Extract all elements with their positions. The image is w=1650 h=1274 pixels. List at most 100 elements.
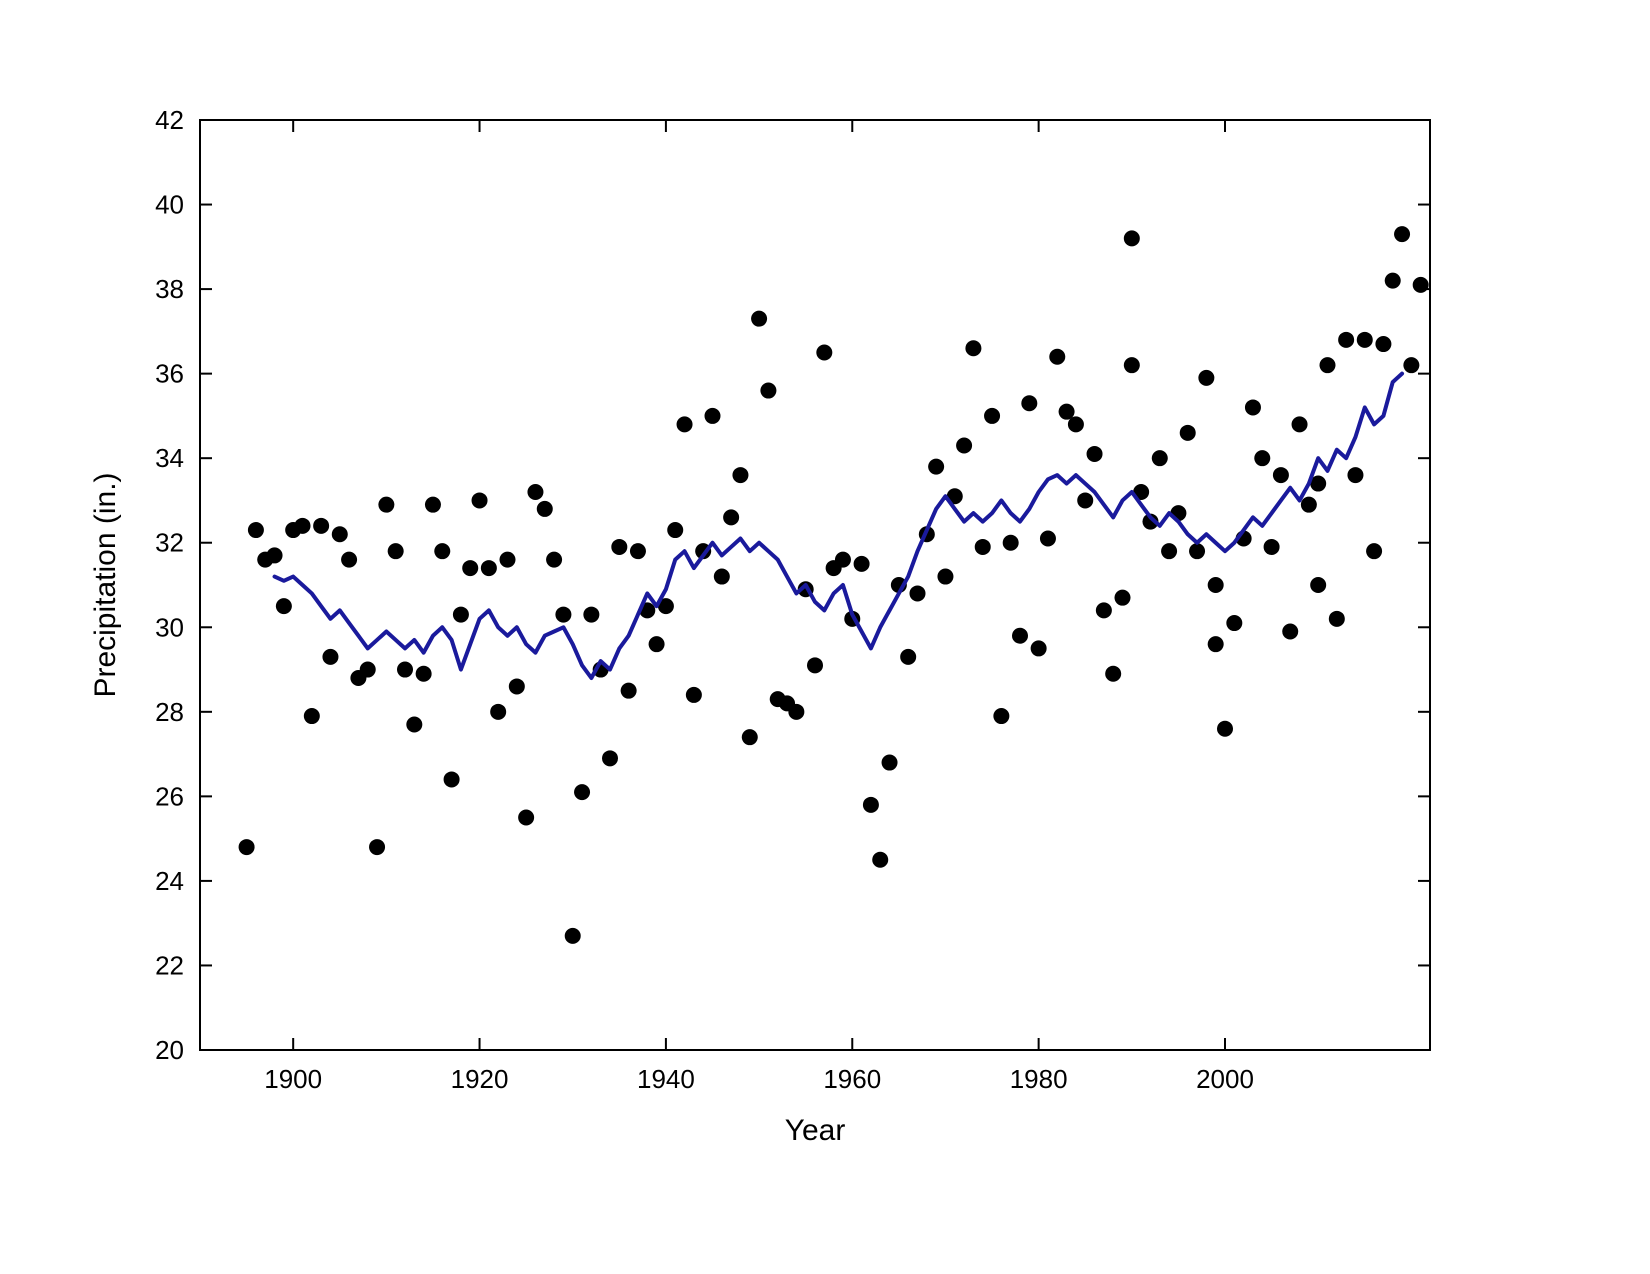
data-point (527, 484, 543, 500)
data-point (686, 687, 702, 703)
data-point (751, 311, 767, 327)
data-point (900, 649, 916, 665)
data-point (1021, 395, 1037, 411)
data-point (481, 560, 497, 576)
data-point (910, 585, 926, 601)
data-point (807, 657, 823, 673)
data-point (1375, 336, 1391, 352)
data-point (714, 569, 730, 585)
data-point (928, 459, 944, 475)
data-point (1161, 543, 1177, 559)
data-point (1310, 577, 1326, 593)
data-point (565, 928, 581, 944)
data-point (322, 649, 338, 665)
data-point (882, 755, 898, 771)
data-point (1105, 666, 1121, 682)
x-tick-label: 1940 (637, 1064, 695, 1094)
data-point (965, 340, 981, 356)
data-point (611, 539, 627, 555)
scatter-series (239, 226, 1429, 944)
y-tick-label: 30 (155, 612, 184, 642)
data-point (1320, 357, 1336, 373)
data-point (854, 556, 870, 572)
data-point (1273, 467, 1289, 483)
data-point (388, 543, 404, 559)
data-point (1180, 425, 1196, 441)
data-point (1292, 416, 1308, 432)
data-point (518, 810, 534, 826)
x-tick-label: 1900 (264, 1064, 322, 1094)
data-point (434, 543, 450, 559)
data-point (546, 552, 562, 568)
data-point (537, 501, 553, 517)
data-point (760, 383, 776, 399)
data-point (1282, 624, 1298, 640)
data-point (742, 729, 758, 745)
data-point (1189, 543, 1205, 559)
y-tick-label: 20 (155, 1035, 184, 1065)
y-tick-label: 40 (155, 190, 184, 220)
data-point (1124, 357, 1140, 373)
data-point (453, 607, 469, 623)
data-point (1115, 590, 1131, 606)
data-point (1217, 721, 1233, 737)
data-point (1087, 446, 1103, 462)
y-tick-label: 24 (155, 866, 184, 896)
data-point (1068, 416, 1084, 432)
data-point (500, 552, 516, 568)
chart-svg: 1900192019401960198020002022242628303234… (0, 0, 1650, 1274)
data-point (984, 408, 1000, 424)
data-point (975, 539, 991, 555)
y-tick-label: 26 (155, 781, 184, 811)
data-point (649, 636, 665, 652)
data-point (1040, 531, 1056, 547)
data-point (1012, 628, 1028, 644)
y-tick-label: 22 (155, 950, 184, 980)
data-point (276, 598, 292, 614)
data-point (267, 547, 283, 563)
data-point (705, 408, 721, 424)
data-point (993, 708, 1009, 724)
data-point (1208, 577, 1224, 593)
data-point (1264, 539, 1280, 555)
data-point (788, 704, 804, 720)
data-point (956, 438, 972, 454)
y-tick-label: 38 (155, 274, 184, 304)
x-tick-label: 2000 (1196, 1064, 1254, 1094)
data-point (667, 522, 683, 538)
data-point (872, 852, 888, 868)
data-point (1357, 332, 1373, 348)
data-point (816, 345, 832, 361)
plot-border (200, 120, 1430, 1050)
x-tick-label: 1920 (451, 1064, 509, 1094)
data-point (341, 552, 357, 568)
data-point (574, 784, 590, 800)
data-point (1208, 636, 1224, 652)
data-point (1003, 535, 1019, 551)
x-tick-label: 1960 (823, 1064, 881, 1094)
y-axis-label: Precipitation (in.) (89, 472, 122, 697)
data-point (1077, 492, 1093, 508)
data-point (1366, 543, 1382, 559)
data-point (490, 704, 506, 720)
data-point (1096, 602, 1112, 618)
data-point (1152, 450, 1168, 466)
data-point (369, 839, 385, 855)
data-point (378, 497, 394, 513)
data-point (732, 467, 748, 483)
data-point (444, 771, 460, 787)
precipitation-chart: 1900192019401960198020002022242628303234… (0, 0, 1650, 1274)
y-tick-label: 36 (155, 359, 184, 389)
data-point (1049, 349, 1065, 365)
data-point (1254, 450, 1270, 466)
data-point (295, 518, 311, 534)
data-point (509, 678, 525, 694)
data-point (1403, 357, 1419, 373)
y-tick-label: 34 (155, 443, 184, 473)
y-tick-label: 28 (155, 697, 184, 727)
x-axis-label: Year (785, 1114, 846, 1147)
data-point (1413, 277, 1429, 293)
data-point (1301, 497, 1317, 513)
data-point (1226, 615, 1242, 631)
data-point (248, 522, 264, 538)
